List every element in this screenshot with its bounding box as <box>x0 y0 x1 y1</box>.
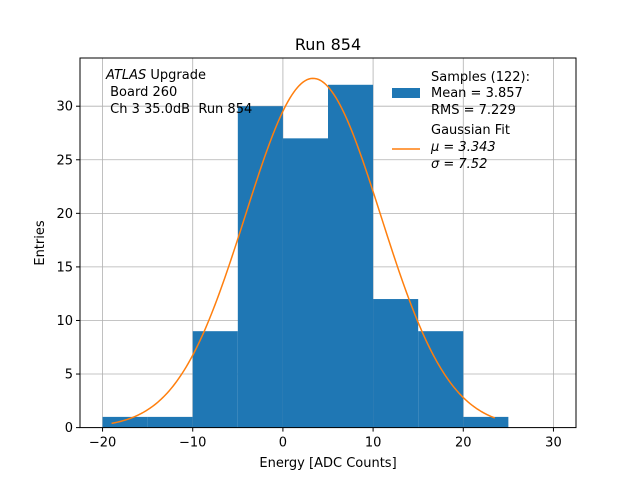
y-tick-label-3: 15 <box>56 260 73 275</box>
histogram-bar-3 <box>237 106 283 428</box>
atlas-annotation: ATLAS Upgrade Board 260 Ch 3 35.0dB Run … <box>105 68 252 117</box>
annotation-atlas: ATLAS <box>105 68 146 83</box>
y-tick-label-1: 5 <box>65 368 73 383</box>
y-tick-label-6: 30 <box>56 100 73 115</box>
x-tick-label-1: −10 <box>179 436 206 451</box>
legend-samples-swatch <box>392 88 420 98</box>
histogram-bar-2 <box>192 331 238 428</box>
legend-samples-rms: RMS = 7.229 <box>431 103 516 118</box>
legend-fit-sigma: σ = 7.52 <box>431 157 487 172</box>
x-axis-label: Energy [ADC Counts] <box>259 456 396 471</box>
gaussian-fit-curve <box>111 77 496 425</box>
histogram-bar-5 <box>328 84 374 428</box>
x-tick-label-2: 0 <box>279 436 287 451</box>
annotation-channel-run: Ch 3 35.0dB Run 854 <box>106 102 252 117</box>
histogram-bars <box>102 84 509 428</box>
histogram-bar-1 <box>147 416 193 428</box>
histogram-bar-6 <box>373 299 419 428</box>
histogram-bar-4 <box>282 138 328 428</box>
y-tick-label-5: 25 <box>56 153 73 168</box>
legend-fit-mu: μ = 3.343 <box>430 140 496 155</box>
y-tick-label-2: 10 <box>56 314 73 329</box>
legend-fit-title: Gaussian Fit <box>431 123 510 138</box>
y-axis-ticks: 0 5 10 15 20 25 30 <box>56 100 80 436</box>
y-axis-label: Entries <box>33 220 48 266</box>
annotation-board: Board 260 <box>106 85 177 100</box>
legend-samples-title: Samples (122): <box>431 70 530 85</box>
y-tick-label-0: 0 <box>65 421 73 436</box>
histogram-bar-8 <box>463 416 509 428</box>
x-tick-label-3: 10 <box>365 436 382 451</box>
legend-samples-mean: Mean = 3.857 <box>431 86 523 101</box>
legend: Samples (122): Mean = 3.857 RMS = 7.229 … <box>392 70 530 172</box>
x-tick-label-5: 30 <box>545 436 562 451</box>
histogram-bar-7 <box>418 331 464 428</box>
chart-title: Run 854 <box>295 35 361 54</box>
y-tick-label-4: 20 <box>56 207 73 222</box>
annotation-line-1: ATLAS Upgrade <box>105 68 206 83</box>
x-tick-label-4: 20 <box>455 436 472 451</box>
x-tick-label-0: −20 <box>89 436 116 451</box>
x-axis-ticks: −20 −10 0 10 20 30 <box>89 427 562 451</box>
annotation-upgrade: Upgrade <box>146 68 206 83</box>
plot-frame <box>79 57 577 429</box>
histogram-bar-0 <box>102 416 148 428</box>
